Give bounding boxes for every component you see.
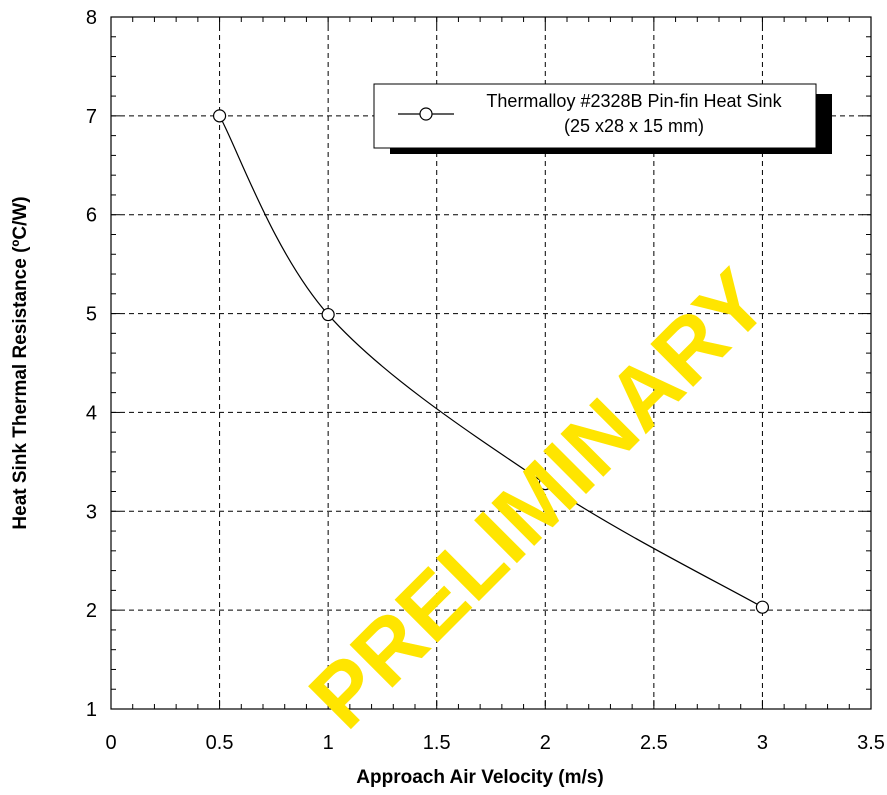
y-axis-title: Heat Sink Thermal Resistance (ºC/W) (10, 196, 31, 529)
x-tick-label: 2 (540, 732, 551, 754)
y-tick-label: 1 (86, 699, 97, 721)
legend-entry-line2: (25 x28 x 15 mm) (564, 116, 704, 136)
series-layer (212, 109, 770, 614)
tick-labels: 0 0.5 1 1.5 2 2.5 3 3.5 1 2 3 4 5 6 7 8 (86, 7, 885, 754)
minor-ticks-layer (110, 16, 872, 710)
y-tick-label: 3 (86, 501, 97, 523)
y-tick-label: 4 (86, 402, 97, 424)
data-point (755, 600, 770, 614)
data-point (212, 109, 227, 123)
watermark: PRELIMINARY (290, 250, 786, 746)
x-tick-label: 0.5 (206, 732, 234, 754)
x-axis-title: Approach Air Velocity (m/s) (356, 767, 603, 788)
y-tick-label: 6 (86, 205, 97, 227)
y-tick-label: 5 (86, 304, 97, 326)
x-tick-label: 1 (323, 732, 334, 754)
x-tick-label: 0 (105, 732, 116, 754)
legend: Thermalloy #2328B Pin-fin Heat Sink (25 … (373, 83, 832, 154)
data-point (538, 477, 552, 491)
plot-frame (110, 16, 872, 710)
series-line (219, 115, 763, 608)
watermark-text: PRELIMINARY (290, 250, 786, 746)
legend-box (373, 83, 817, 149)
x-tick-label: 3.5 (857, 732, 885, 754)
data-point (321, 307, 335, 322)
x-tick-label: 1.5 (423, 732, 451, 754)
y-tick-label: 8 (86, 7, 97, 29)
x-tick-label: 3 (757, 732, 768, 754)
legend-entry-line1: Thermalloy #2328B Pin-fin Heat Sink (486, 91, 782, 111)
legend-marker-icon (419, 107, 433, 121)
x-tick-label: 2.5 (640, 732, 668, 754)
y-tick-label: 7 (86, 106, 97, 128)
y-tick-label: 2 (86, 600, 97, 622)
